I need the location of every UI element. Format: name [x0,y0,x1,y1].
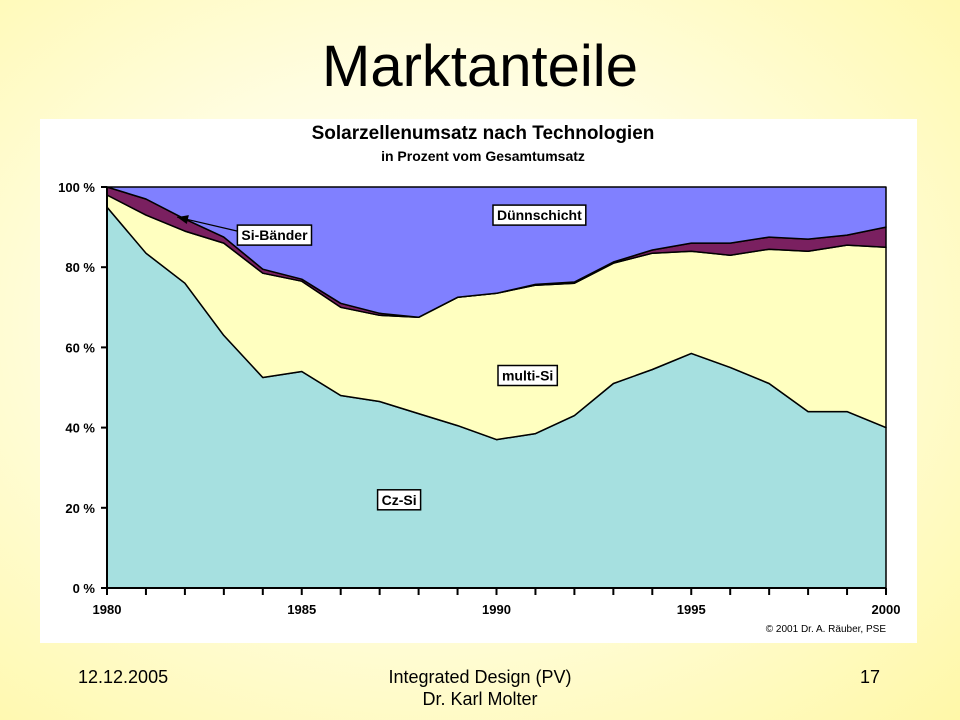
x-tick-label: 1985 [287,602,316,617]
chart-subtitle: in Prozent vom Gesamtumsatz [381,148,585,164]
y-tick-label: 80 % [65,260,95,275]
y-tick-label: 20 % [65,501,95,516]
svg-text:Cz-Si: Cz-Si [382,492,417,508]
axes-layer: 0 % 20 % 40 % 60 % 80 % 100 % 1980 1985 1990 1995… [58,180,900,617]
footer-course: Integrated Design (PV) [388,667,572,687]
label-arrow-head [177,215,189,224]
footer-center: Integrated Design (PV) Dr. Karl Molter [0,666,960,710]
footer-page-number: 17 [860,667,881,687]
y-tick-label: 100 % [58,180,95,195]
y-tick-label: 60 % [65,340,95,355]
svg-text:multi-Si: multi-Si [502,367,553,383]
series-label-si-b-nder: Si-Bänder [176,215,313,246]
series-label-cz-si: Cz-Si [376,489,422,511]
svg-text:Dünnschicht: Dünnschicht [497,207,582,223]
series-labels-layer: Cz-Si multi-Si Si-Bänder Dünnschicht [176,204,587,511]
area-d-nnschicht [106,186,887,319]
slide-title: Marktanteile [322,34,638,99]
footer-date: 12.12.2005 [78,667,169,687]
x-tick-label: 1995 [677,602,706,617]
areas-layer [106,186,887,589]
y-tick-label: 0 % [73,581,96,596]
x-tick-label: 1980 [93,602,122,617]
chart-area: Solarzellenumsatz nach Technologien in P… [40,119,917,643]
copyright-note: © 2001 Dr. A. Räuber, PSE [766,624,887,635]
chart-title: Solarzellenumsatz nach Technologien [312,123,655,144]
series-label-d-nnschicht: Dünnschicht [492,204,587,226]
footer-author: Dr. Karl Molter [422,689,538,709]
area-chart: Solarzellenumsatz nach Technologien in P… [58,123,900,635]
y-tick-label: 40 % [65,421,95,436]
x-tick-label: 1990 [482,602,511,617]
series-label-multi-si: multi-Si [497,364,559,387]
svg-text:Si-Bänder: Si-Bänder [241,227,308,243]
x-tick-label: 2000 [872,602,901,617]
